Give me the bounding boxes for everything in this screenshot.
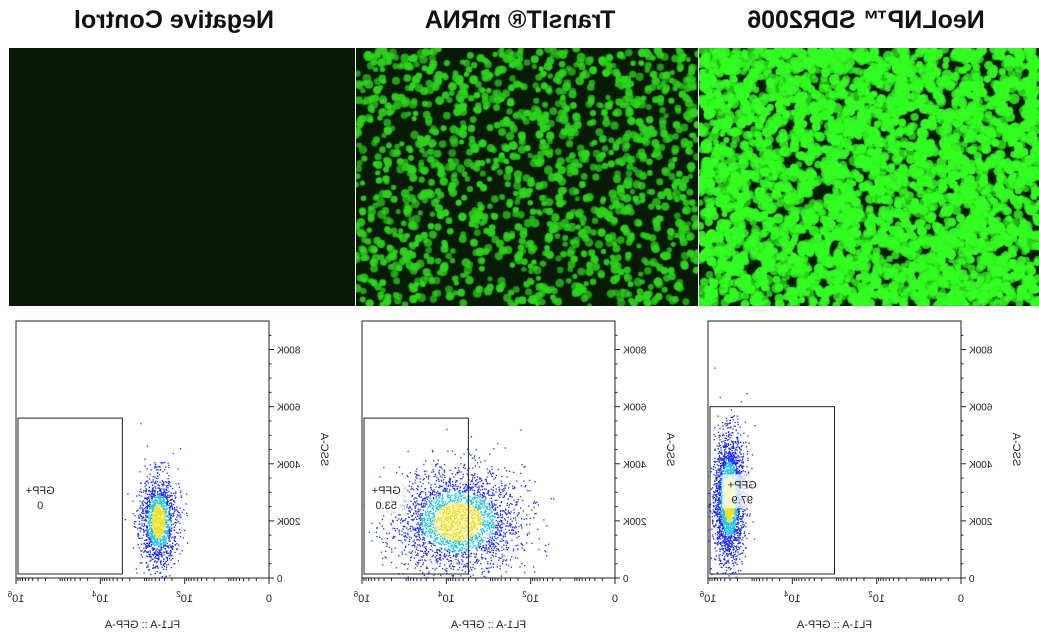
x-tick-label: 0	[612, 593, 618, 605]
y-tick-label: 400K	[277, 460, 301, 471]
x-tick-label: 0	[958, 593, 964, 605]
x-axis-label: FL1-A :: GFP-A	[796, 619, 872, 631]
gate-label: GFP+	[26, 485, 55, 497]
scatter-points	[124, 423, 189, 579]
y-tick-label: 200K	[277, 517, 301, 528]
gate-label: GFP+	[372, 485, 401, 497]
gate-box	[363, 417, 469, 575]
gate-value: 97.9	[732, 494, 753, 506]
x-tick-label: 0	[266, 593, 272, 605]
y-tick-label: 800K	[969, 346, 993, 357]
y-tick-label: 200K	[623, 517, 647, 528]
x-tick-label: 106	[7, 590, 24, 605]
scatter-points	[363, 428, 555, 580]
flow-plot-negative: GFP+00200K400K600K800KSSC-A0102104106FL1…	[7, 320, 330, 631]
flow-plot-neolnp: GFP+ 97.9 0 200K 400K 600K 800K SSC-A 0 102 104 106…	[699, 320, 1022, 631]
y-axis-label: SSC-A	[318, 432, 330, 466]
x-tick-label: 102	[522, 590, 539, 605]
y-tick-label: 0	[277, 574, 283, 585]
x-axis-label: FL1-A :: GFP-A	[104, 619, 180, 631]
x-tick-label: 102	[176, 590, 193, 605]
gate-value: 0	[37, 500, 43, 512]
y-tick-label: 400K	[623, 460, 647, 471]
panel-title-neolnp: NeoLNP™ SDR2006	[747, 6, 985, 34]
gate-label: GFP+	[728, 479, 757, 491]
y-tick-label: 400K	[969, 460, 993, 471]
x-axis-label: FL1-A :: GFP-A	[450, 619, 526, 631]
y-axis-label: SSC-A	[1010, 432, 1022, 466]
gate-box	[709, 406, 835, 575]
plot-frame	[361, 320, 616, 579]
panel-title-transit: TransIT® mRNA	[424, 6, 616, 34]
x-tick-label: 102	[868, 590, 885, 605]
x-tick-label: 104	[91, 590, 108, 605]
y-tick-label: 0	[623, 574, 629, 585]
y-tick-label: 600K	[969, 403, 993, 414]
micrograph-transit	[356, 48, 698, 306]
gate-box	[17, 417, 123, 575]
gate-value: 53.0	[375, 500, 396, 512]
panel-title-negative: Negative Control	[73, 6, 275, 34]
x-tick-label: 106	[699, 590, 716, 605]
y-tick-label: 800K	[277, 346, 301, 357]
plot-frame	[15, 320, 270, 579]
x-tick-label: 104	[437, 590, 454, 605]
y-tick-label: 600K	[277, 403, 301, 414]
y-tick-label: 0	[969, 574, 975, 585]
flow-plot-transit: GFP+ 53.0 0 200K 400K 600K 800K SSC-A 0 102 104 106…	[353, 320, 676, 631]
micrograph-neolnp	[699, 48, 1039, 306]
micrograph-negative	[9, 48, 355, 306]
x-tick-label: 106	[353, 590, 370, 605]
y-tick-label: 600K	[623, 403, 647, 414]
x-tick-label: 104	[783, 590, 800, 605]
y-axis-label: SSC-A	[664, 432, 676, 466]
y-tick-label: 200K	[969, 517, 993, 528]
y-tick-label: 800K	[623, 346, 647, 357]
